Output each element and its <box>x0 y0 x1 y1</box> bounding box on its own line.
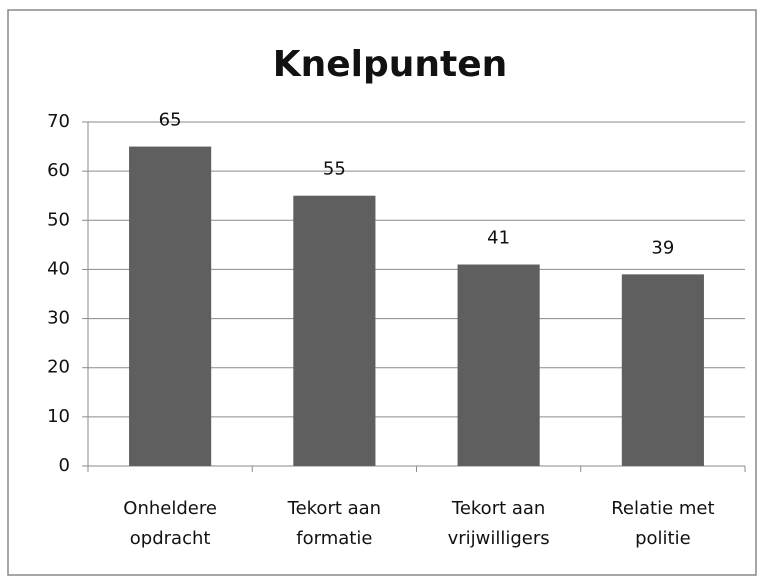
bar <box>621 274 704 466</box>
y-tick-label: 0 <box>59 455 70 476</box>
data-label: 55 <box>323 159 346 180</box>
y-tick-label: 40 <box>47 258 70 279</box>
y-tick-label: 70 <box>47 111 70 132</box>
x-tick-label: Tekort aan vrijwilligers <box>447 498 550 549</box>
bar <box>129 146 212 467</box>
data-label: 65 <box>159 110 182 131</box>
x-tick-label: Relatie met politie <box>611 498 715 549</box>
y-tick-label: 20 <box>47 357 70 378</box>
y-tick-label: 50 <box>47 209 70 230</box>
data-label: 41 <box>487 228 510 249</box>
y-tick-label: 60 <box>47 160 70 181</box>
bar <box>293 195 376 466</box>
chart-title: Knelpunten <box>273 44 508 85</box>
data-label: 39 <box>651 237 674 258</box>
x-tick-label: Tekort aan formatie <box>287 498 382 549</box>
bar <box>457 264 540 466</box>
y-tick-label: 10 <box>47 406 70 427</box>
x-tick-label: Onheldere opdracht <box>123 498 217 549</box>
y-tick-label: 30 <box>47 308 70 329</box>
